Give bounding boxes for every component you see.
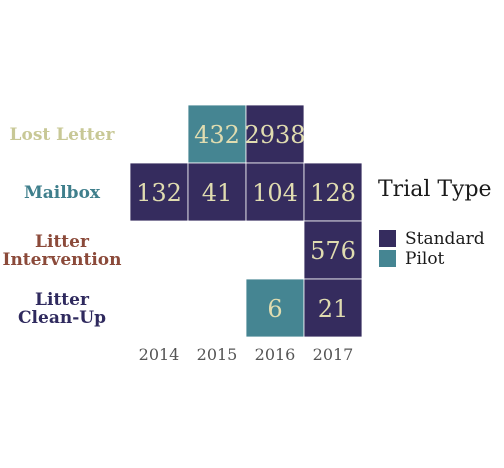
- heatmap-cell: [129, 162, 189, 222]
- row-label: Clean-Up: [18, 308, 106, 328]
- row-label: Lost Letter: [10, 125, 116, 145]
- heatmap-cell: [245, 162, 305, 222]
- cell-value-label: 128: [310, 179, 356, 207]
- heatmap-cell: [245, 278, 305, 338]
- legend-swatch: [379, 230, 396, 247]
- heatmap-cell: [187, 162, 247, 222]
- legend-label: Standard: [405, 229, 485, 249]
- cell-value-label: 132: [136, 179, 182, 207]
- cell-value-label: 41: [202, 179, 233, 207]
- heatmap-cell: [303, 162, 363, 222]
- x-tick-label: 2017: [313, 345, 354, 364]
- heatmap-cell: [245, 104, 305, 164]
- row-label: Litter: [35, 290, 90, 310]
- x-tick-label: 2014: [139, 345, 180, 364]
- cell-value-label: 104: [252, 179, 298, 207]
- x-tick-label: 2015: [197, 345, 238, 364]
- x-tick-label: 2016: [255, 345, 296, 364]
- legend-label: Pilot: [405, 249, 445, 269]
- x-axis-ticks: 2014 2015 2016 2017: [139, 345, 354, 364]
- row-label: Intervention: [3, 250, 122, 270]
- cell-value-label: 6: [267, 295, 282, 323]
- heatmap-cell: [303, 278, 363, 338]
- cell-value-label: 21: [318, 295, 349, 323]
- heatmap-cells: 432 2938 132 41 104 128 576 6 21: [129, 104, 363, 338]
- heatmap-cell: [187, 104, 247, 164]
- cell-value-label: 576: [310, 237, 356, 265]
- row-labels: Lost LetterMailboxLitterInterventionLitt…: [3, 125, 122, 328]
- legend-title: Trial Type: [378, 177, 492, 202]
- row-label: Mailbox: [24, 183, 101, 203]
- row-label: Litter: [35, 232, 90, 252]
- cell-value-label: 2938: [244, 121, 305, 149]
- cell-value-label: 432: [194, 121, 240, 149]
- legend-swatch: [379, 250, 396, 267]
